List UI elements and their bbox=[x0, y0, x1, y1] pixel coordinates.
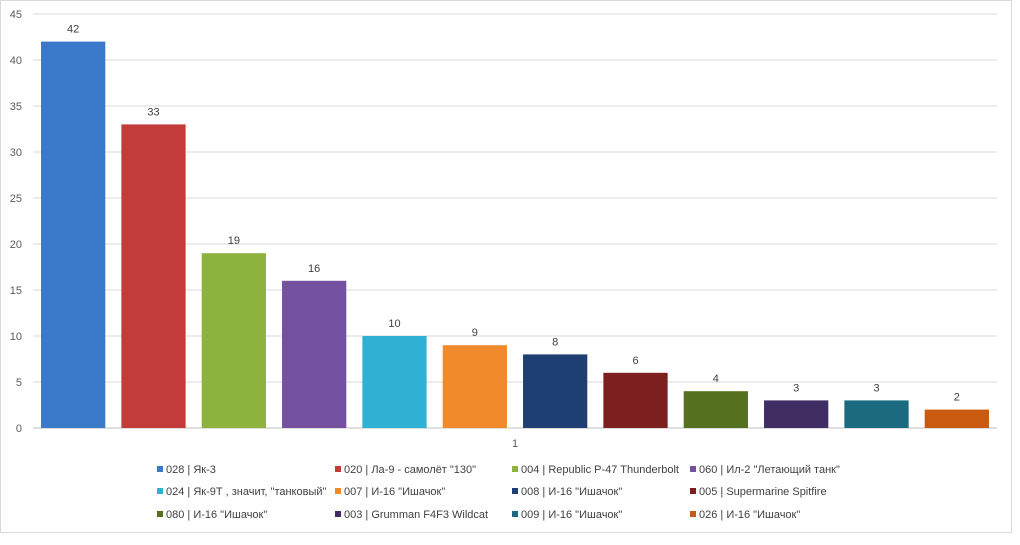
y-tick-label: 0 bbox=[16, 423, 22, 435]
legend-swatch bbox=[690, 466, 696, 472]
legend: 028 | Як-3 020 | Ла-9 - самолёт "130" 004 … bbox=[157, 464, 840, 521]
x-axis: 1 bbox=[512, 438, 518, 450]
bar bbox=[844, 400, 909, 428]
legend-swatch bbox=[512, 511, 518, 517]
bars bbox=[41, 41, 989, 429]
legend-entry: 060 | Ил-2 "Летающий танк" bbox=[699, 464, 840, 476]
bar-data-label: 42 bbox=[67, 24, 79, 36]
bar bbox=[683, 391, 748, 428]
y-tick-label: 15 bbox=[10, 285, 22, 297]
legend-entry: 008 | И-16 "Ишачок" bbox=[521, 486, 622, 498]
y-tick-label: 10 bbox=[10, 331, 22, 343]
bar bbox=[924, 409, 989, 428]
y-tick-label: 20 bbox=[10, 239, 22, 251]
legend-swatch bbox=[690, 488, 696, 494]
bar-data-label: 9 bbox=[472, 327, 478, 339]
legend-swatch bbox=[157, 488, 163, 494]
bar bbox=[764, 400, 829, 428]
bar-data-label: 4 bbox=[713, 373, 719, 385]
y-tick-label: 40 bbox=[10, 55, 22, 67]
legend-entry: 024 | Як-9Т , значит, "танковый" bbox=[166, 486, 327, 498]
bar bbox=[523, 354, 588, 428]
bar bbox=[41, 41, 106, 428]
legend-entry: 080 | И-16 "Ишачок" bbox=[166, 509, 267, 521]
bar-data-label: 3 bbox=[873, 382, 879, 394]
bar-data-label: 6 bbox=[632, 355, 638, 367]
legend-swatch bbox=[335, 466, 341, 472]
y-tick-label: 35 bbox=[10, 101, 22, 113]
legend-entry: 026 | И-16 "Ишачок" bbox=[699, 509, 800, 521]
legend-entry: 028 | Як-3 bbox=[166, 464, 216, 476]
legend-swatch bbox=[335, 488, 341, 494]
legend-swatch bbox=[512, 466, 518, 472]
y-tick-label: 5 bbox=[16, 377, 22, 389]
y-axis: 0 5 10 15 20 25 30 35 40 45 bbox=[10, 9, 22, 435]
gridlines bbox=[33, 13, 997, 429]
y-tick-label: 30 bbox=[10, 147, 22, 159]
bar bbox=[282, 280, 347, 428]
bar-data-label: 2 bbox=[954, 392, 960, 404]
bar-data-label: 10 bbox=[388, 318, 400, 330]
x-tick-label: 1 bbox=[512, 438, 518, 450]
y-tick-label: 25 bbox=[10, 193, 22, 205]
bar bbox=[121, 124, 186, 429]
y-tick-label: 45 bbox=[10, 9, 22, 21]
legend-swatch bbox=[690, 511, 696, 517]
bar-data-label: 33 bbox=[147, 106, 159, 118]
legend-entry: 003 | Grumman F4F3 Wildcat bbox=[344, 509, 488, 521]
bar-data-label: 8 bbox=[552, 336, 558, 348]
legend-entry: 005 | Supermarine Spitfire bbox=[699, 486, 827, 498]
legend-swatch bbox=[157, 466, 163, 472]
legend-swatch bbox=[157, 511, 163, 517]
legend-entry: 004 | Republic P-47 Thunderbolt bbox=[521, 464, 679, 476]
legend-swatch bbox=[335, 511, 341, 517]
legend-entry: 009 | И-16 "Ишачок" bbox=[521, 509, 622, 521]
legend-entry: 020 | Ла-9 - самолёт "130" bbox=[344, 464, 476, 476]
bar-data-label: 19 bbox=[228, 235, 240, 247]
bar-data-label: 16 bbox=[308, 263, 320, 275]
bar bbox=[201, 253, 266, 428]
bar-data-label: 3 bbox=[793, 382, 799, 394]
legend-entry: 007 | И-16 "Ишачок" bbox=[344, 486, 445, 498]
legend-swatch bbox=[512, 488, 518, 494]
bar bbox=[603, 372, 668, 428]
bar bbox=[362, 336, 427, 428]
bar bbox=[442, 345, 507, 428]
